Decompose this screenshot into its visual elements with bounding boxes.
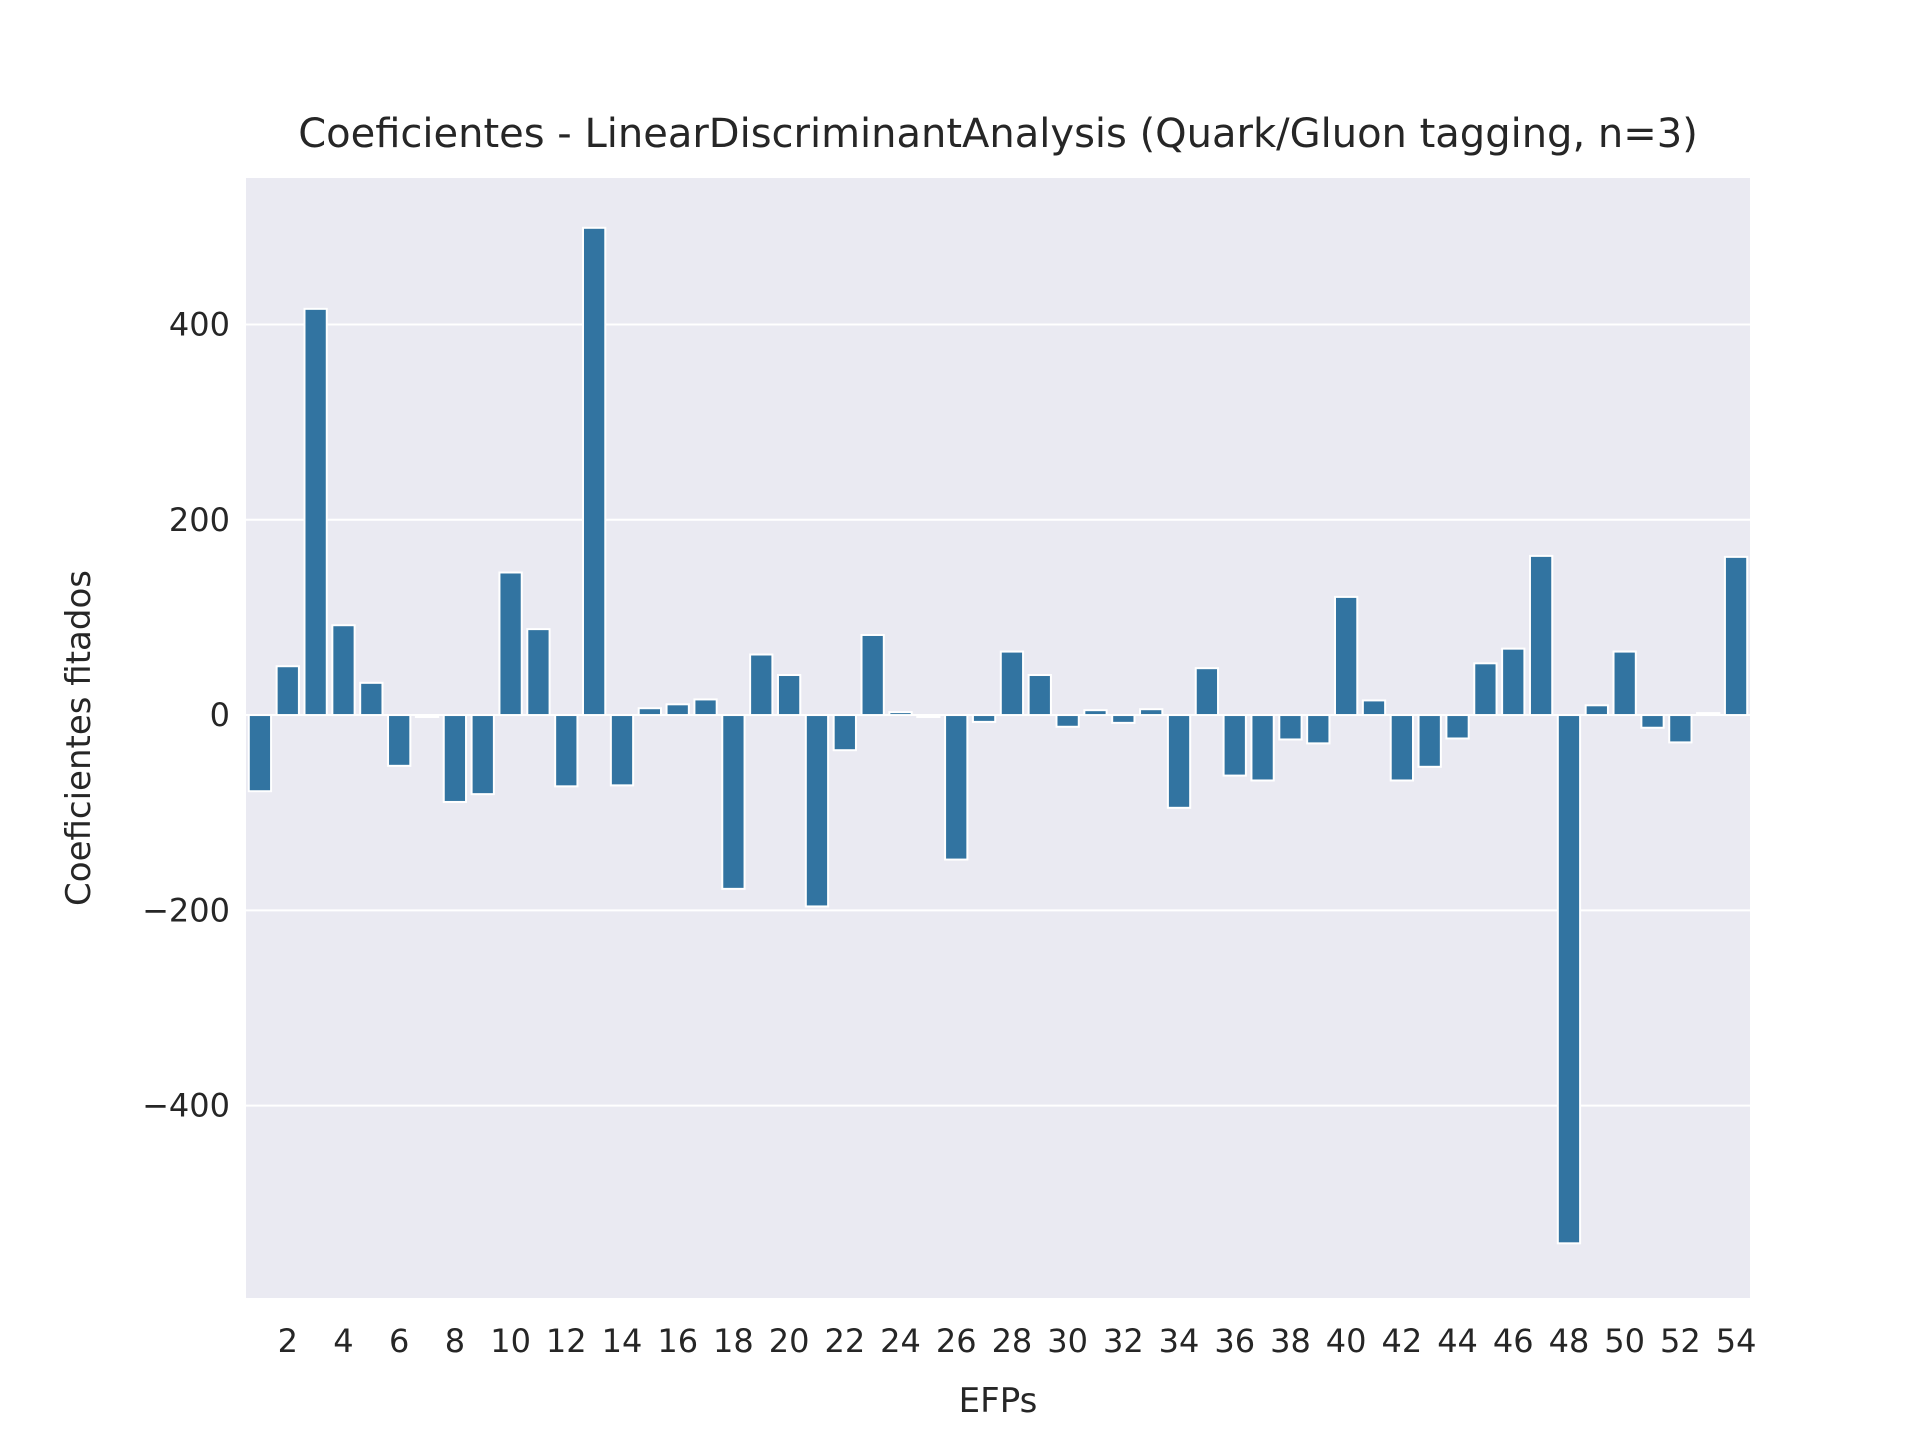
chart-title: Coeficientes - LinearDiscriminantAnalysi…: [298, 111, 1698, 157]
x-tick-label: 2: [278, 1322, 298, 1360]
bar-efp-38: [1278, 714, 1303, 741]
bar-efp-29: [1027, 674, 1052, 717]
x-tick-label: 32: [1103, 1322, 1144, 1360]
bar-efp-16: [665, 703, 690, 717]
y-tick-label: −400: [142, 1087, 230, 1125]
bar-efp-44: [1445, 714, 1470, 740]
bar-efp-18: [721, 714, 746, 890]
bar-efp-46: [1501, 647, 1526, 717]
bar-efp-14: [609, 714, 635, 787]
bar-efp-11: [526, 628, 551, 717]
bar-efp-28: [999, 650, 1025, 717]
x-tick-label: 16: [657, 1322, 698, 1360]
bar-efp-37: [1250, 714, 1275, 782]
bar-efp-4: [331, 624, 356, 717]
grid-lines: [246, 323, 1750, 1107]
y-tick-label: −200: [142, 891, 230, 929]
x-tick-label: 40: [1326, 1322, 1367, 1360]
x-tick-label: 34: [1159, 1322, 1200, 1360]
x-tick-label: 28: [992, 1322, 1033, 1360]
x-tick-label: 44: [1437, 1322, 1478, 1360]
bar-efp-24: [888, 711, 913, 717]
x-tick-label: 22: [824, 1322, 865, 1360]
bar-efp-41: [1361, 699, 1387, 717]
bars: [247, 226, 1749, 1245]
bar-efp-31: [1083, 709, 1108, 717]
plot-background: [246, 178, 1750, 1298]
x-axis-label: EFPs: [959, 1381, 1038, 1421]
bar-efp-26: [944, 714, 969, 861]
x-tick-label: 36: [1214, 1322, 1255, 1360]
y-axis-label: Coeficientes fitados: [59, 570, 99, 906]
bar-efp-15: [637, 707, 662, 717]
x-tick-label: 10: [490, 1322, 531, 1360]
bar-efp-48: [1556, 714, 1582, 1245]
y-tick-label: 400: [169, 305, 230, 343]
bar-efp-5: [359, 681, 384, 717]
bar-efp-7: [414, 714, 440, 719]
x-tick-labels: 2 4 6 8 10 12 14 16 18 20 22 24 26 28 30 32 34 36 38 40 42 44…: [278, 1322, 1757, 1360]
bar-efp-45: [1473, 662, 1498, 717]
bar-efp-20: [776, 674, 802, 717]
bar-efp-53: [1696, 712, 1721, 717]
bar-efp-43: [1417, 714, 1442, 768]
bar-efp-22: [832, 714, 857, 752]
bar-efp-42: [1389, 714, 1414, 782]
x-tick-label: 8: [445, 1322, 465, 1360]
x-tick-label: 42: [1381, 1322, 1422, 1360]
x-tick-label: 30: [1047, 1322, 1088, 1360]
bar-efp-3: [303, 307, 328, 717]
bar-efp-12: [554, 714, 579, 788]
bar-efp-51: [1640, 714, 1665, 729]
bar-efp-1: [247, 714, 273, 793]
x-tick-label: 52: [1660, 1322, 1701, 1360]
bar-efp-30: [1055, 714, 1080, 728]
x-tick-label: 50: [1604, 1322, 1645, 1360]
bar-efp-13: [582, 226, 607, 717]
bar-efp-10: [498, 571, 523, 717]
x-tick-label: 20: [769, 1322, 810, 1360]
bar-efp-40: [1334, 595, 1359, 717]
bar-efp-52: [1668, 714, 1693, 744]
bar-efp-9: [470, 714, 495, 796]
bar-efp-35: [1194, 667, 1220, 717]
bar-efp-50: [1612, 650, 1637, 717]
bar-efp-8: [442, 714, 468, 803]
bar-efp-17: [693, 698, 718, 717]
bar-efp-2: [275, 665, 300, 717]
y-tick-label: 200: [169, 501, 230, 539]
bar-efp-27: [971, 714, 997, 723]
bar-efp-49: [1584, 704, 1609, 717]
bar-efp-6: [387, 714, 412, 767]
bar-efp-25: [916, 714, 941, 719]
bar-efp-32: [1111, 714, 1136, 724]
x-tick-label: 26: [936, 1322, 977, 1360]
x-tick-label: 4: [333, 1322, 353, 1360]
x-tick-label: 24: [880, 1322, 921, 1360]
x-tick-label: 38: [1270, 1322, 1311, 1360]
x-tick-label: 18: [713, 1322, 754, 1360]
x-tick-label: 6: [389, 1322, 409, 1360]
bar-efp-21: [804, 714, 830, 908]
x-tick-label: 14: [602, 1322, 643, 1360]
bar-efp-36: [1222, 714, 1247, 777]
bar-efp-34: [1166, 714, 1192, 809]
x-tick-label: 12: [546, 1322, 587, 1360]
y-tick-label: 0: [210, 696, 230, 734]
x-tick-label: 54: [1716, 1322, 1757, 1360]
bar-efp-54: [1723, 555, 1749, 717]
x-tick-label: 46: [1493, 1322, 1534, 1360]
bar-efp-33: [1139, 708, 1164, 717]
y-tick-labels: −400 −200 0 200 400: [142, 305, 230, 1124]
x-tick-label: 48: [1549, 1322, 1590, 1360]
bar-efp-23: [860, 633, 885, 717]
bar-efp-47: [1528, 554, 1554, 717]
bar-efp-39: [1306, 714, 1331, 745]
bar-efp-19: [749, 653, 774, 717]
